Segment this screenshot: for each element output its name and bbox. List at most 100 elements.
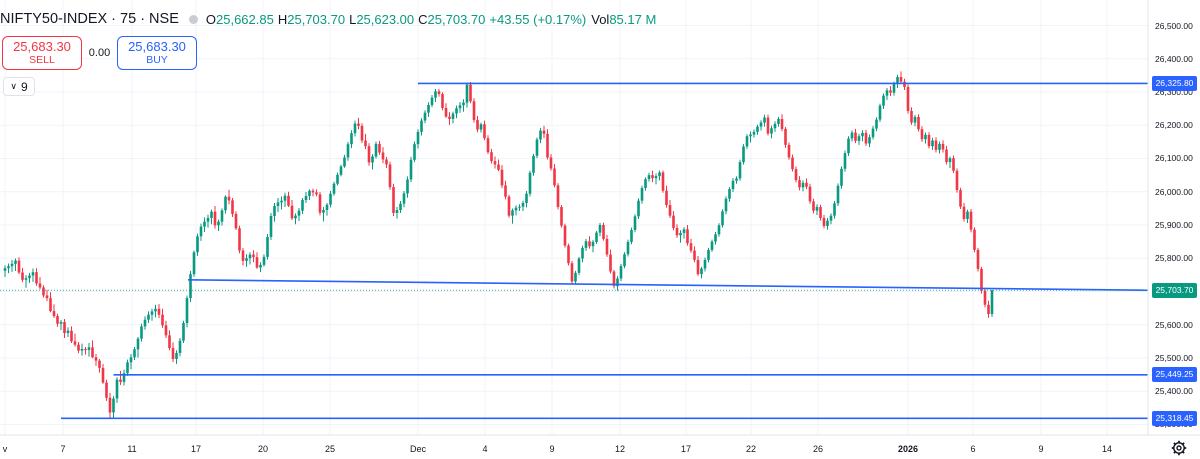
candle	[388, 161, 392, 190]
candle	[234, 211, 238, 230]
candle	[143, 316, 147, 330]
candle	[724, 196, 728, 215]
candle	[812, 198, 815, 214]
candle	[976, 247, 980, 272]
candle	[920, 126, 924, 142]
candle	[896, 74, 899, 89]
candle	[38, 277, 42, 290]
candle	[686, 224, 689, 246]
candle	[591, 239, 595, 253]
candle	[525, 191, 528, 208]
time-tick-label: 4	[482, 444, 488, 454]
candle	[430, 94, 434, 108]
price-tick-label: 25,800.00	[1155, 253, 1193, 264]
gear-icon[interactable]	[1171, 440, 1187, 456]
candle	[857, 133, 861, 145]
candle	[360, 123, 364, 144]
candle	[651, 170, 654, 183]
candle	[343, 154, 346, 168]
time-tick-label: 12	[614, 444, 626, 454]
candle	[766, 114, 770, 136]
candle	[224, 195, 227, 214]
candle	[402, 191, 406, 208]
candle	[196, 233, 199, 256]
price-tick-label: 25,600.00	[1155, 319, 1193, 330]
candle	[304, 192, 308, 204]
candle	[619, 263, 623, 282]
candle	[661, 170, 665, 193]
time-tick-label: 14	[1101, 444, 1113, 454]
time-tick-label: v	[2, 444, 8, 454]
candle	[917, 114, 920, 132]
candle	[969, 209, 973, 233]
trend-line[interactable]	[187, 279, 1149, 292]
candle	[847, 136, 850, 156]
candle	[182, 320, 185, 343]
candle	[122, 369, 126, 386]
open-value: 25,662.85	[216, 11, 274, 27]
symbol-title[interactable]: NIFTY50-INDEX · 75 · NSE	[0, 11, 179, 27]
buy-button[interactable]: 25,683.30 BUY	[117, 36, 197, 70]
candle	[444, 103, 448, 118]
candle	[973, 227, 976, 253]
candle	[77, 341, 80, 354]
candle	[493, 156, 497, 169]
indicators-count: 9	[20, 79, 28, 94]
time-tick-label: 9	[1038, 444, 1044, 454]
candle	[507, 194, 511, 218]
candle	[385, 156, 388, 169]
candle	[318, 192, 322, 216]
candle	[665, 185, 668, 208]
candle	[287, 191, 290, 208]
candle	[840, 166, 843, 189]
candle	[406, 176, 409, 198]
candle	[483, 120, 486, 141]
candle	[707, 247, 710, 263]
candle	[927, 132, 931, 149]
sell-button[interactable]: 25,683.30 SELL	[2, 36, 82, 70]
candle	[126, 359, 129, 376]
candle	[115, 377, 119, 403]
volume-value: 85.17 M	[609, 11, 657, 27]
candle	[749, 131, 752, 143]
candle	[693, 246, 696, 263]
candle	[290, 200, 294, 220]
candle	[252, 250, 255, 263]
candle	[416, 129, 420, 149]
candle	[479, 122, 483, 133]
candle	[84, 346, 87, 355]
candle	[465, 82, 469, 108]
candle	[395, 207, 399, 219]
candle	[602, 222, 605, 241]
candle	[784, 126, 787, 148]
candle	[147, 311, 150, 324]
candle	[56, 313, 59, 327]
candle	[45, 289, 49, 302]
candle	[189, 270, 192, 303]
candle	[567, 243, 570, 266]
candle	[217, 219, 220, 231]
candle	[644, 177, 647, 191]
candle	[392, 183, 395, 216]
chevron-down-icon: ∨	[10, 81, 17, 91]
candle	[696, 255, 700, 276]
candle	[801, 180, 805, 192]
indicators-toggle-button[interactable]: ∨ 9	[3, 77, 35, 96]
price-tick-label: 26,000.00	[1155, 186, 1193, 197]
candle	[836, 183, 840, 207]
candle	[962, 203, 966, 222]
candle	[864, 129, 868, 146]
candle	[595, 230, 598, 244]
candle	[805, 178, 808, 190]
candle	[469, 82, 472, 104]
level-price-label: 26,325.80	[1152, 75, 1197, 91]
candle	[980, 266, 983, 294]
candlestick-series	[3, 71, 994, 419]
candle	[185, 295, 189, 328]
drawn-lines[interactable]	[0, 82, 1149, 420]
candle	[3, 265, 7, 277]
candle	[203, 217, 206, 232]
candle	[899, 71, 903, 85]
candle	[871, 125, 875, 140]
